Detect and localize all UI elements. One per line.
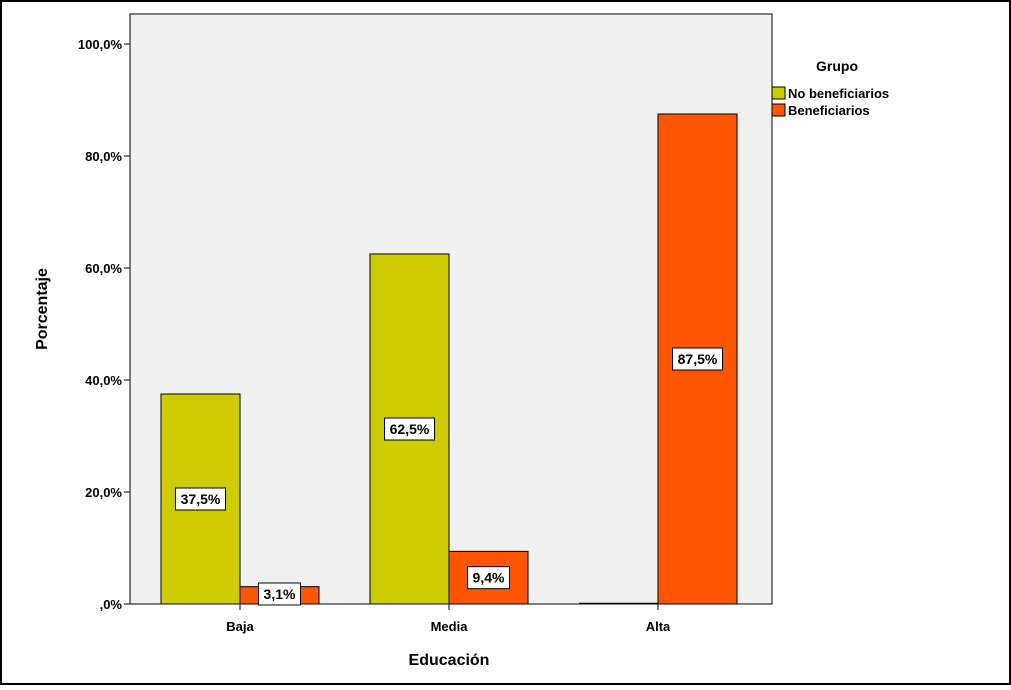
y-tick-label: 60,0% (85, 261, 122, 276)
y-tick-label: 100,0% (78, 37, 123, 52)
data-label-text: 87,5% (678, 351, 718, 367)
y-tick-label: 40,0% (85, 373, 122, 388)
legend-title: Grupo (816, 58, 858, 74)
legend-label-no-beneficiarios: No beneficiarios (788, 86, 889, 101)
x-tick-label-alta: Alta (646, 619, 671, 634)
data-label-text: 3,1% (264, 586, 296, 602)
data-label-media-1: 9,4% (467, 566, 510, 590)
y-tick-label: 20,0% (85, 485, 122, 500)
data-label-box (467, 566, 510, 590)
legend: Grupo No beneficiarios Beneficiarios (771, 58, 889, 118)
data-label-text: 62,5% (390, 421, 430, 437)
y-tick-label: ,0% (100, 597, 123, 612)
data-labels-layer: 37,5% 3,1% 62,5% 9,4% 87,5% (175, 347, 723, 606)
data-label-baja-1: 3,1% (258, 582, 301, 606)
data-label-box (175, 487, 226, 511)
axes-layer: ,0% 20,0% 40,0% 60,0% 80,0% 100,0% Baja Media Al… (78, 37, 671, 634)
data-label-box (672, 347, 723, 371)
data-label-box (258, 582, 301, 606)
y-tick-label: 80,0% (85, 149, 122, 164)
x-tick-label-baja: Baja (226, 619, 254, 634)
data-label-alta-1: 87,5% (672, 347, 723, 371)
x-axis-title: Educación (409, 652, 490, 669)
legend-swatch-beneficiarios (771, 103, 786, 117)
y-axis-title: Porcentaje (34, 268, 51, 350)
data-label-text: 37,5% (181, 491, 221, 507)
data-label-media-0: 62,5% (384, 417, 435, 441)
legend-label-beneficiarios: Beneficiarios (788, 103, 870, 118)
legend-swatch-no-beneficiarios (771, 86, 786, 100)
data-label-baja-0: 37,5% (175, 487, 226, 511)
x-tick-label-media: Media (431, 619, 469, 634)
data-label-text: 9,4% (473, 570, 505, 586)
data-label-box (384, 417, 435, 441)
